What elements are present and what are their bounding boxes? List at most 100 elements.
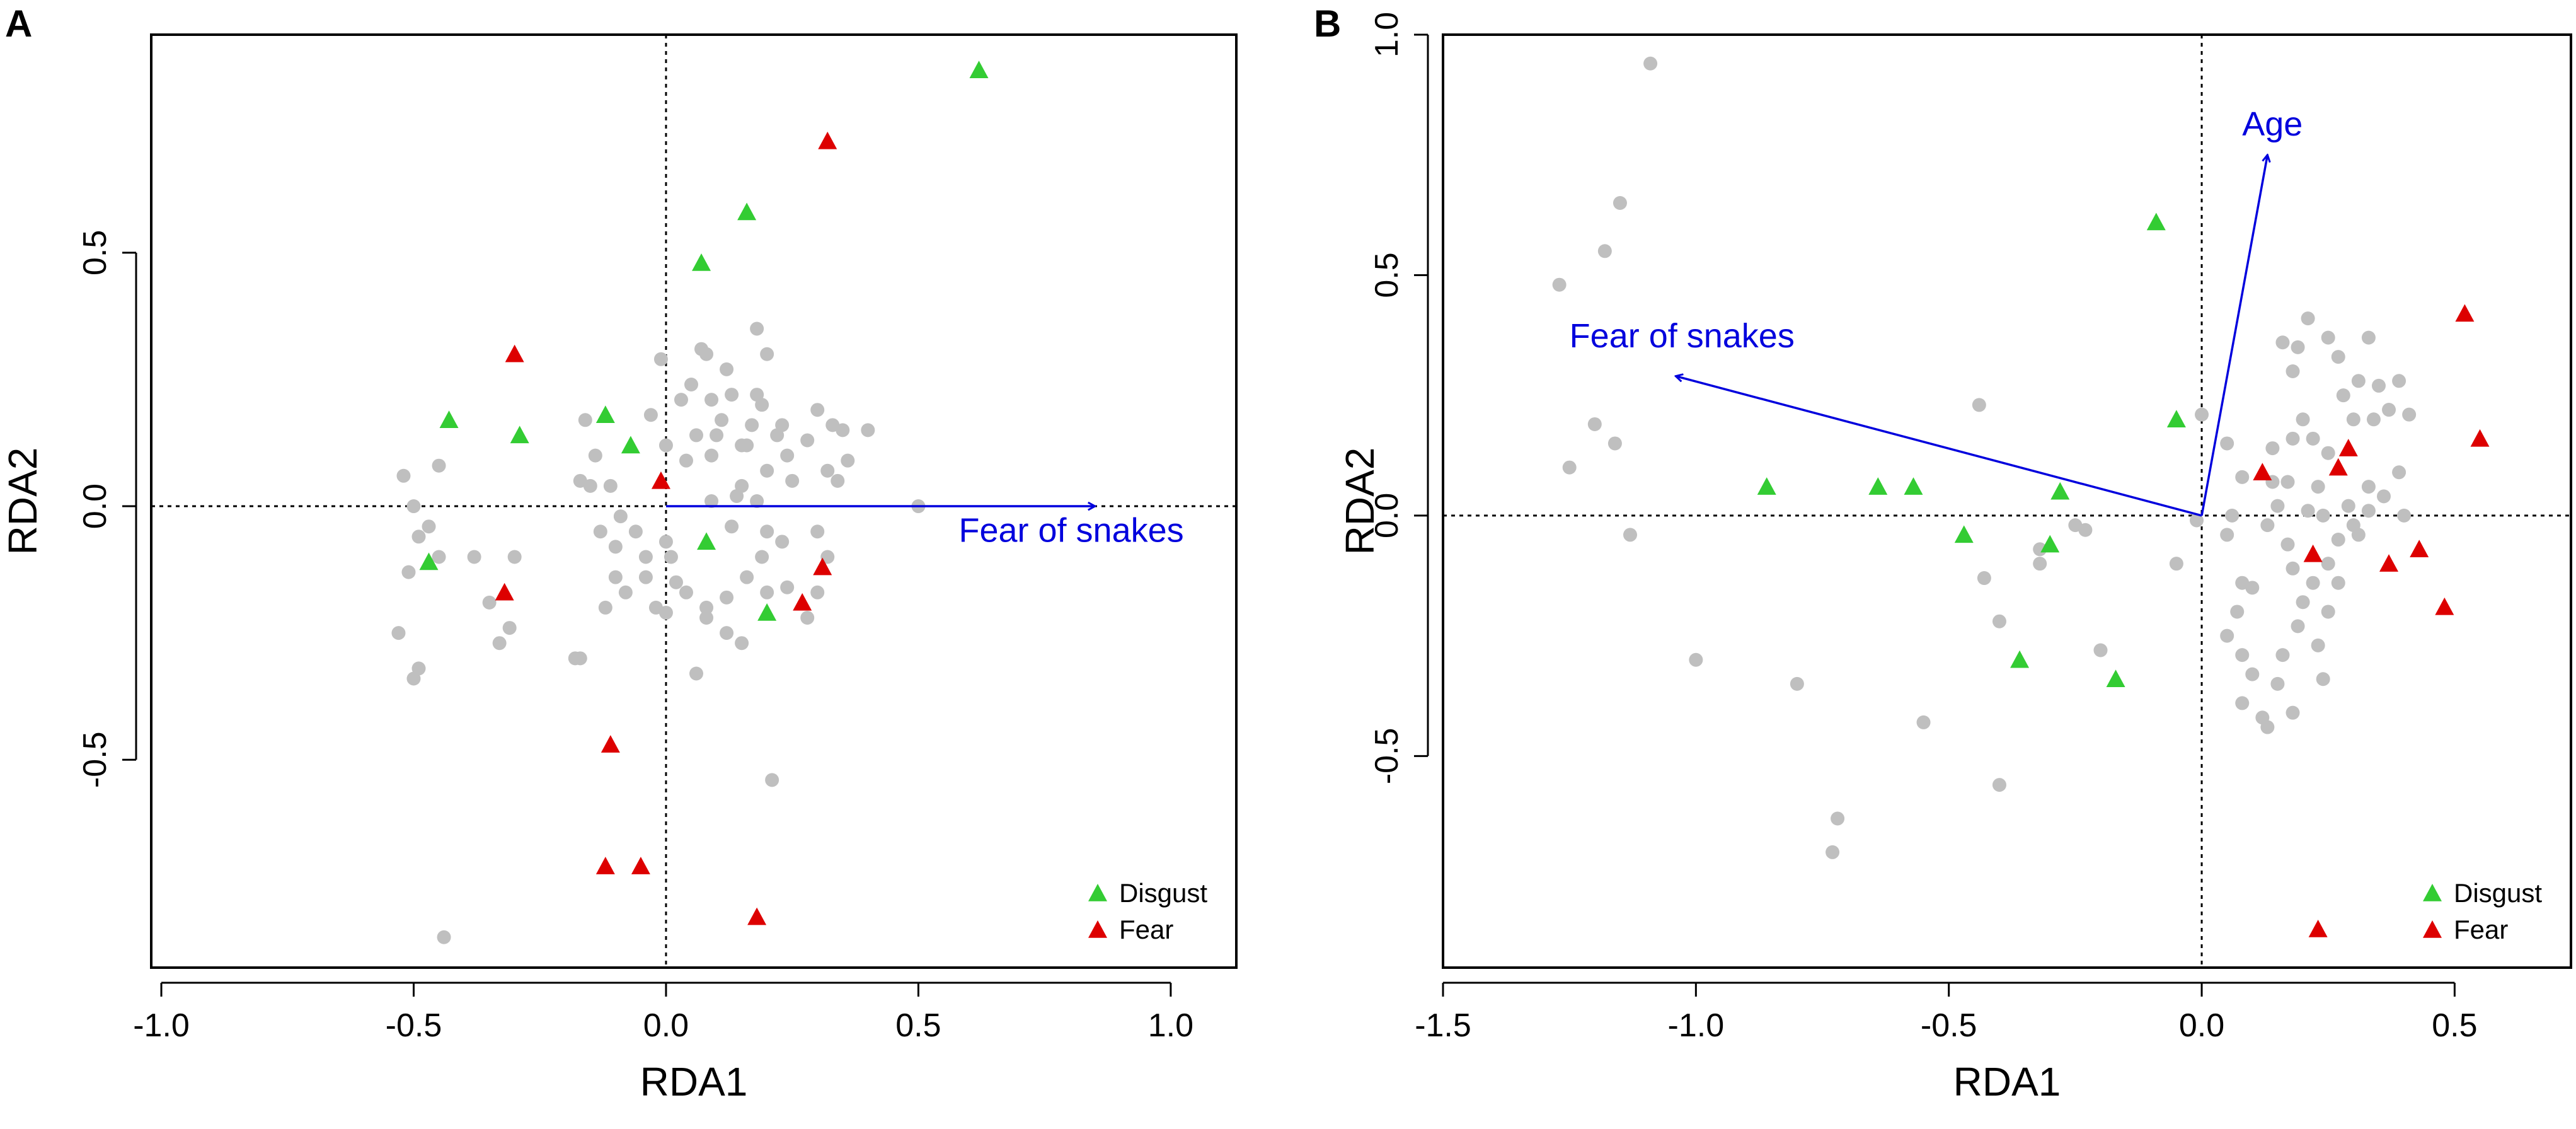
data-point: [2435, 597, 2454, 615]
data-point: [482, 595, 497, 610]
data-point: [755, 550, 769, 564]
data-point: [2331, 576, 2345, 590]
data-point: [2341, 499, 2355, 513]
data-point: [2220, 528, 2234, 542]
data-point: [492, 636, 507, 651]
data-point: [411, 530, 426, 544]
data-point: [1587, 417, 1602, 431]
legend-label: Disgust: [2454, 878, 2542, 908]
data-point: [836, 423, 850, 437]
biplot-arrow-label: Fear of snakes: [1570, 317, 1795, 355]
data-point: [419, 552, 439, 570]
data-point: [595, 857, 615, 874]
data-point: [2296, 412, 2310, 427]
data-point: [785, 473, 800, 488]
data-point: [2280, 475, 2295, 489]
x-axis-title: RDA1: [1953, 1059, 2061, 1104]
data-point: [1992, 614, 2006, 628]
data-point: [406, 499, 421, 514]
data-point: [1689, 652, 1703, 667]
series-fear: [495, 131, 837, 925]
data-point: [725, 388, 739, 402]
data-point: [2306, 576, 2320, 590]
legend-label: Fear: [1119, 915, 1173, 944]
data-point: [2275, 335, 2290, 350]
data-point: [621, 436, 640, 454]
legend-marker: [1088, 920, 1107, 938]
panel-label: A: [5, 3, 32, 45]
x-axis-title: RDA1: [640, 1059, 748, 1104]
data-point: [720, 590, 734, 605]
data-point: [2321, 330, 2335, 345]
data-point: [2146, 212, 2166, 231]
data-point: [697, 532, 716, 550]
data-point: [1904, 477, 1923, 495]
data-point: [750, 321, 764, 336]
data-point: [2225, 508, 2240, 523]
y-tick-label: 0.5: [1369, 252, 1405, 298]
y-tick-label: 1.0: [1369, 12, 1405, 57]
data-point: [2306, 431, 2320, 446]
data-point: [2296, 595, 2310, 610]
legend-marker: [1088, 884, 1107, 901]
x-tick-label: 0.0: [2179, 1007, 2224, 1044]
data-point: [710, 428, 724, 443]
data-point: [2402, 407, 2417, 422]
legend-label: Fear: [2454, 915, 2508, 944]
y-tick-label: 0.0: [77, 483, 113, 529]
data-point: [704, 393, 719, 407]
data-point: [2078, 523, 2093, 537]
y-tick-label: 0.5: [77, 230, 113, 275]
data-point: [2351, 374, 2366, 388]
data-point: [2040, 535, 2060, 553]
series-disgust: [419, 61, 989, 621]
y-axis-title: RDA2: [0, 448, 45, 555]
data-point: [1613, 196, 1627, 211]
data-point: [505, 344, 524, 362]
biplot-arrow: [2200, 155, 2267, 516]
data-point: [740, 570, 754, 584]
data-point: [2311, 638, 2325, 652]
data-point: [2331, 350, 2345, 364]
data-point: [2338, 439, 2358, 456]
data-point: [2379, 554, 2399, 572]
data-point: [613, 509, 628, 524]
data-point: [510, 426, 529, 444]
data-point: [800, 611, 815, 625]
data-point: [2351, 528, 2366, 542]
data-point: [2377, 489, 2391, 504]
data-point: [1972, 398, 1986, 412]
data-point: [800, 433, 815, 448]
data-point: [720, 362, 734, 376]
data-point: [2346, 412, 2360, 427]
biplot-arrow-label: Age: [2242, 105, 2303, 143]
data-point: [467, 550, 481, 564]
data-point: [684, 378, 698, 391]
data-point: [2397, 508, 2412, 523]
data-point: [699, 347, 714, 361]
data-point: [2106, 669, 2125, 688]
data-point: [2235, 648, 2250, 663]
data-point: [2303, 544, 2323, 562]
x-tick-label: 0.5: [2432, 1007, 2477, 1044]
data-point: [396, 468, 411, 483]
data-point: [651, 471, 670, 489]
data-point: [669, 575, 683, 589]
data-point: [631, 857, 650, 874]
data-point: [1643, 56, 1658, 71]
y-tick-label: -0.5: [1369, 728, 1405, 785]
data-point: [2301, 311, 2315, 326]
data-point: [760, 585, 774, 599]
data-point: [2361, 330, 2376, 345]
data-point: [2033, 557, 2047, 571]
x-tick-label: -0.5: [386, 1007, 442, 1044]
data-point: [2321, 605, 2335, 619]
x-tick-label: 0.5: [895, 1007, 941, 1044]
data-point: [810, 524, 825, 539]
x-tick-label: -1.5: [1415, 1007, 1471, 1044]
x-tick-label: 0.0: [643, 1007, 689, 1044]
data-point: [595, 405, 615, 424]
data-point: [658, 438, 673, 453]
data-point: [699, 600, 714, 615]
data-point: [2286, 431, 2300, 446]
